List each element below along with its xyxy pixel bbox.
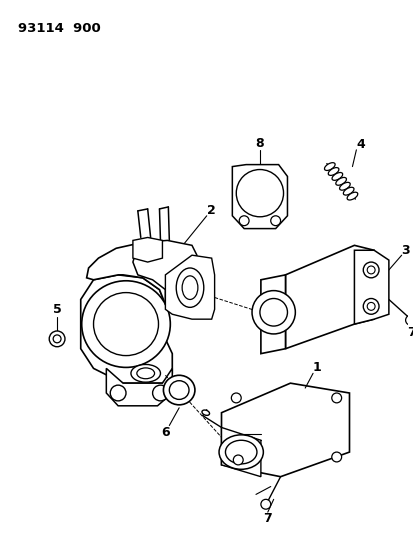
Ellipse shape: [346, 192, 357, 200]
Ellipse shape: [81, 281, 170, 367]
Circle shape: [259, 298, 287, 326]
Polygon shape: [221, 383, 349, 477]
Ellipse shape: [328, 167, 338, 175]
Text: 1: 1: [312, 361, 320, 374]
Text: 6: 6: [161, 426, 169, 439]
Text: 7: 7: [406, 326, 413, 340]
Circle shape: [152, 385, 168, 401]
Text: 4: 4: [355, 139, 364, 151]
Ellipse shape: [131, 365, 160, 382]
Circle shape: [110, 385, 126, 401]
Circle shape: [239, 216, 249, 225]
Circle shape: [366, 302, 374, 310]
Text: 8: 8: [255, 138, 263, 150]
Polygon shape: [354, 251, 388, 324]
Polygon shape: [221, 427, 260, 477]
Circle shape: [233, 455, 242, 465]
Circle shape: [231, 393, 241, 403]
Ellipse shape: [225, 440, 256, 464]
Circle shape: [236, 169, 283, 217]
Circle shape: [270, 216, 280, 225]
Circle shape: [362, 298, 378, 314]
Ellipse shape: [176, 268, 203, 308]
Ellipse shape: [324, 163, 334, 171]
Polygon shape: [260, 275, 285, 353]
Polygon shape: [133, 238, 162, 262]
Ellipse shape: [169, 381, 189, 399]
Ellipse shape: [339, 182, 349, 190]
Polygon shape: [232, 165, 287, 229]
Circle shape: [49, 331, 65, 347]
Circle shape: [405, 315, 413, 325]
Ellipse shape: [93, 293, 158, 356]
Ellipse shape: [218, 435, 263, 469]
Circle shape: [362, 262, 378, 278]
Ellipse shape: [335, 177, 346, 185]
Polygon shape: [285, 245, 373, 349]
Ellipse shape: [342, 187, 353, 195]
Text: 7: 7: [263, 512, 271, 524]
Circle shape: [366, 266, 374, 274]
Polygon shape: [81, 275, 172, 383]
Text: 2: 2: [207, 204, 216, 217]
Circle shape: [331, 452, 341, 462]
Polygon shape: [133, 240, 197, 304]
Text: 93114  900: 93114 900: [18, 22, 100, 35]
Circle shape: [331, 393, 341, 403]
Polygon shape: [165, 255, 214, 319]
Ellipse shape: [331, 173, 342, 180]
Circle shape: [252, 290, 294, 334]
Ellipse shape: [182, 276, 197, 300]
Ellipse shape: [137, 368, 154, 379]
Circle shape: [260, 499, 270, 509]
Text: 5: 5: [52, 303, 61, 316]
Ellipse shape: [163, 375, 195, 405]
Polygon shape: [86, 243, 192, 304]
Ellipse shape: [202, 410, 209, 415]
Text: 3: 3: [400, 244, 409, 257]
Polygon shape: [106, 368, 172, 406]
Circle shape: [53, 335, 61, 343]
